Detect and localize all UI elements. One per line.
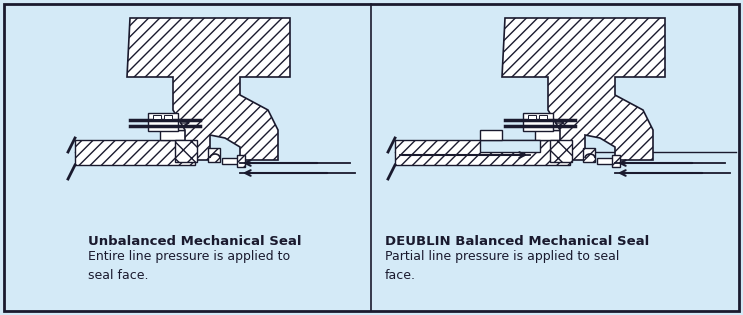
Text: Partial line pressure is applied to seal
face.: Partial line pressure is applied to seal…: [385, 250, 620, 282]
Bar: [222, 158, 240, 164]
Bar: [237, 155, 245, 167]
Polygon shape: [127, 18, 290, 160]
Bar: [523, 113, 553, 131]
Bar: [528, 115, 536, 119]
Text: DEUBLIN Balanced Mechanical Seal: DEUBLIN Balanced Mechanical Seal: [385, 235, 649, 248]
Bar: [480, 130, 502, 140]
Bar: [583, 148, 595, 162]
Bar: [153, 115, 161, 119]
Bar: [535, 130, 570, 140]
Bar: [148, 113, 178, 131]
Polygon shape: [75, 140, 195, 165]
Bar: [540, 120, 562, 130]
Polygon shape: [502, 18, 665, 160]
Bar: [175, 140, 197, 162]
Polygon shape: [395, 140, 570, 165]
Text: Entire line pressure is applied to
seal face.: Entire line pressure is applied to seal …: [88, 250, 290, 282]
Bar: [539, 115, 547, 119]
Bar: [480, 140, 540, 152]
Bar: [612, 155, 620, 167]
Bar: [165, 120, 187, 130]
Bar: [550, 140, 572, 162]
Bar: [160, 130, 195, 140]
Text: Unbalanced Mechanical Seal: Unbalanced Mechanical Seal: [88, 235, 302, 248]
Bar: [208, 148, 220, 162]
Bar: [164, 115, 172, 119]
Bar: [597, 158, 615, 164]
